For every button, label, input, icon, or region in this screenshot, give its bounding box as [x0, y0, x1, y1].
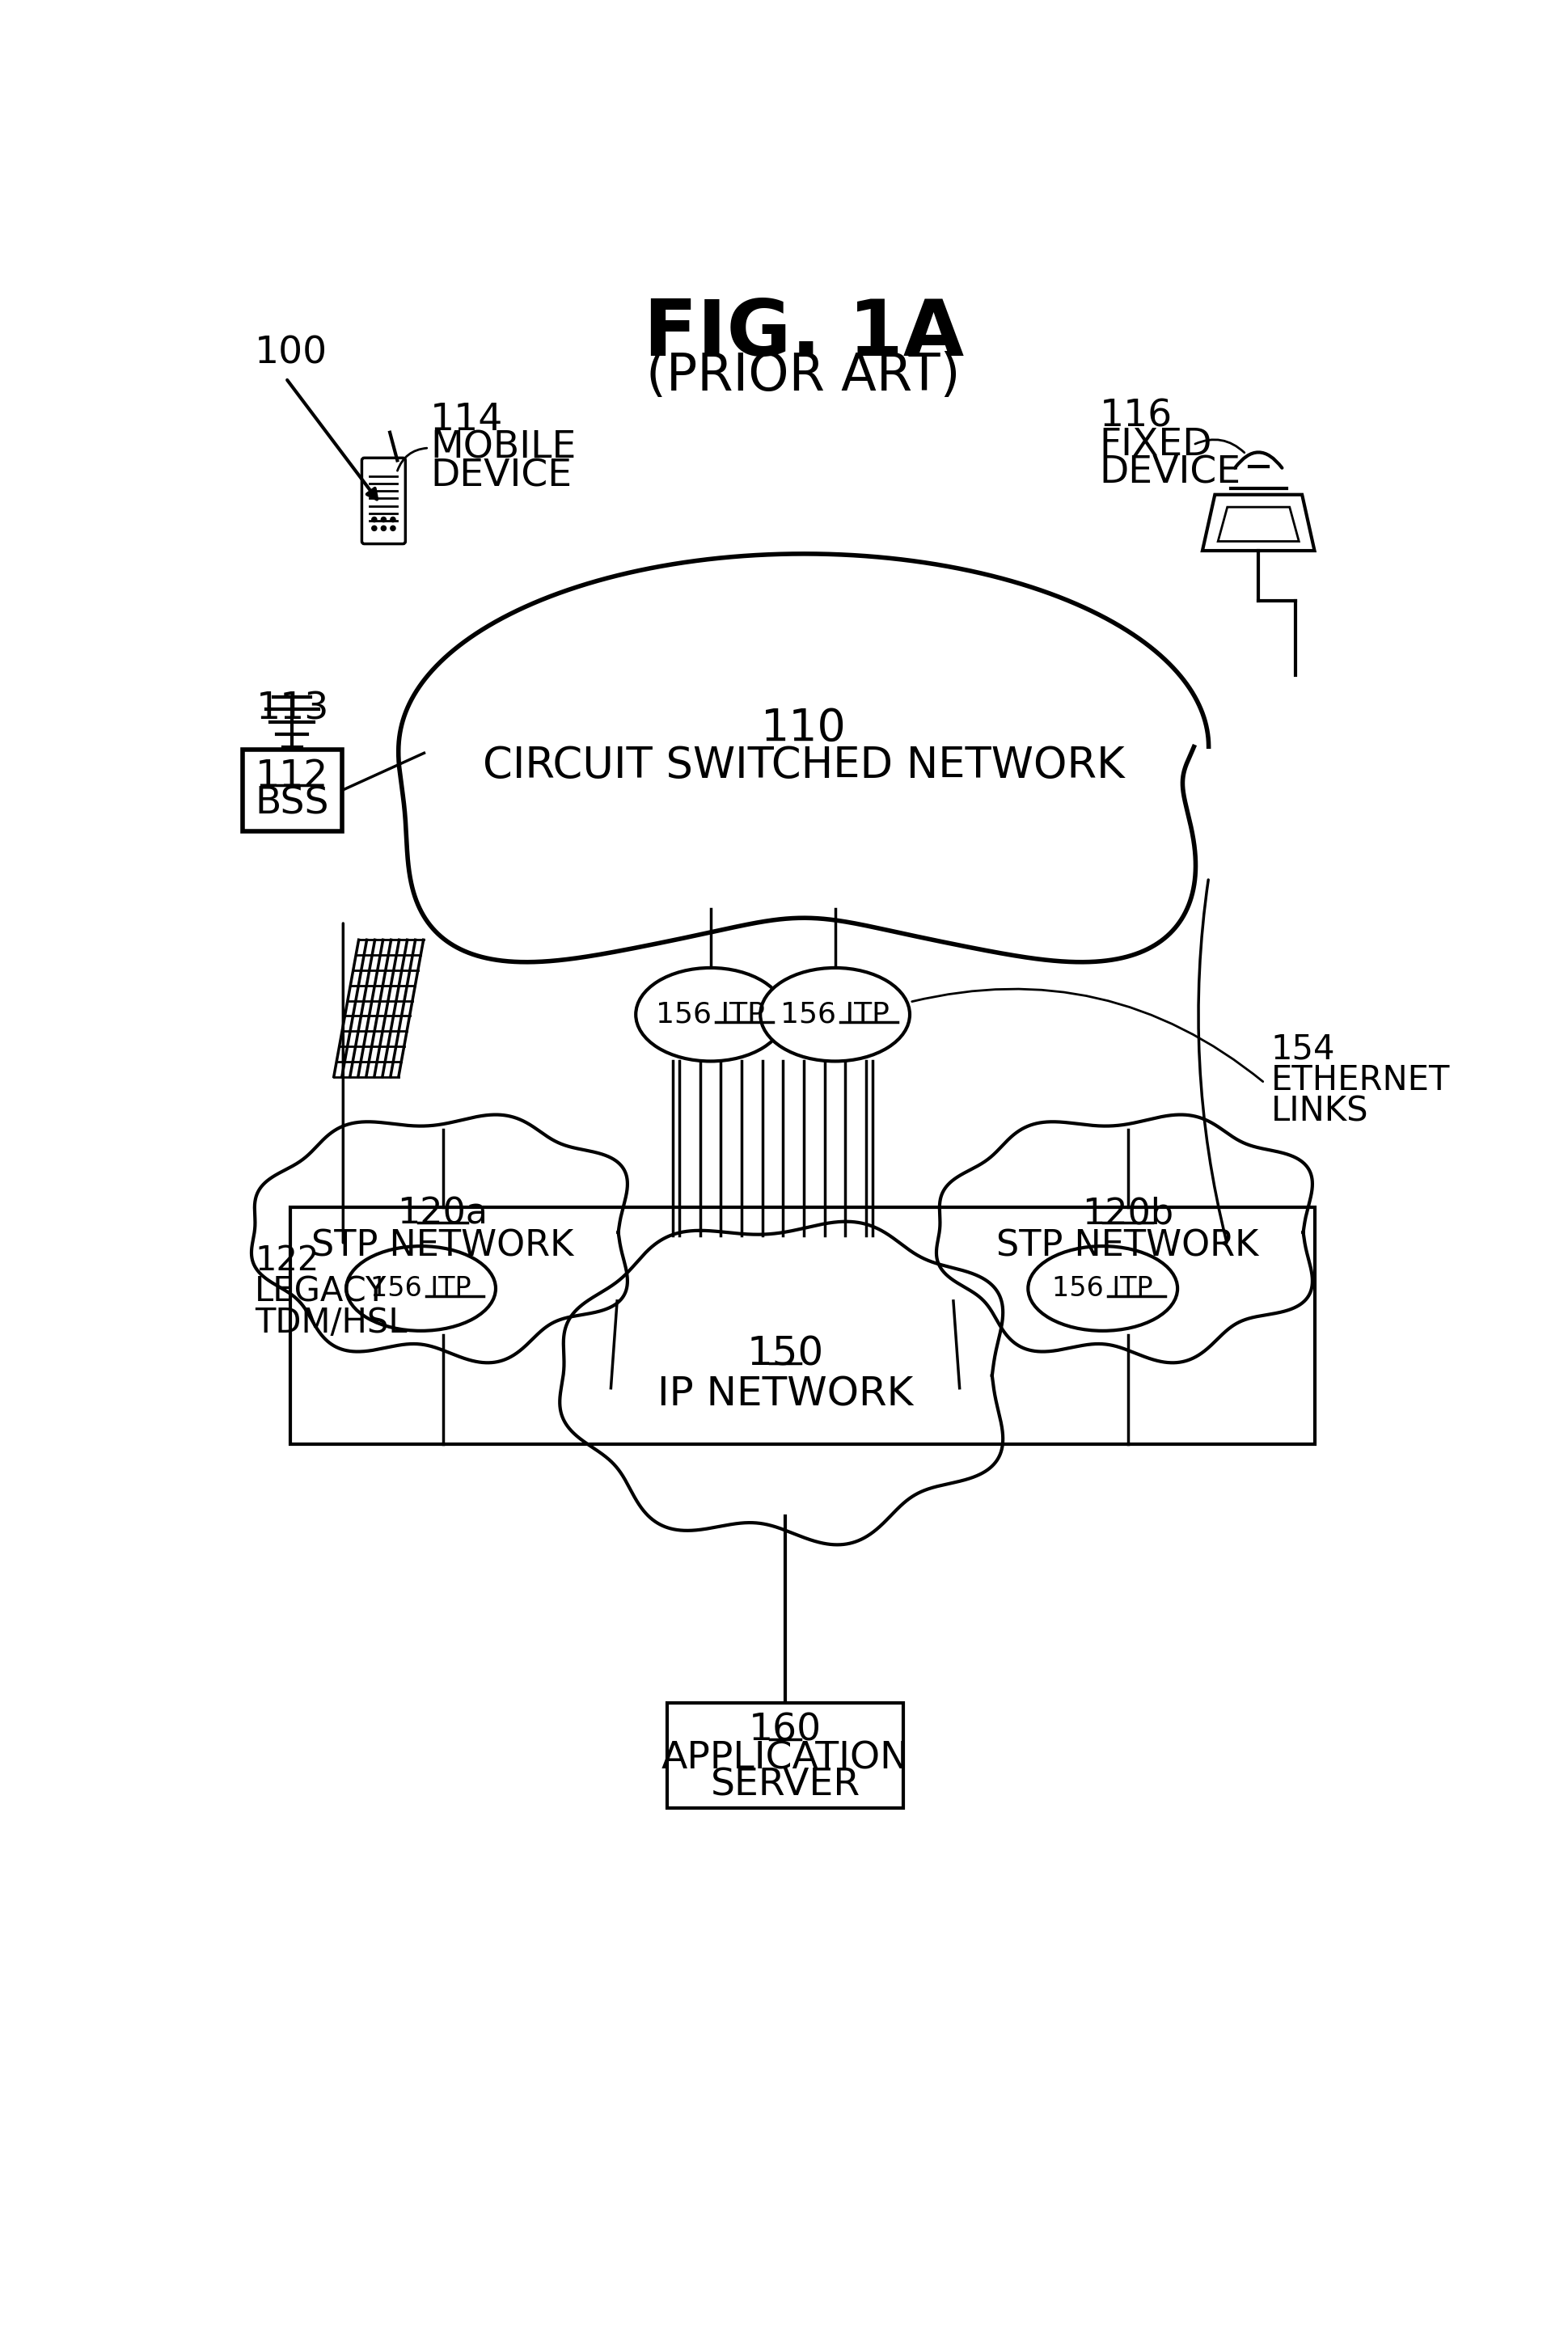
Circle shape: [390, 525, 395, 532]
Text: 154: 154: [1272, 1031, 1336, 1066]
Text: APPLICATION: APPLICATION: [662, 1740, 909, 1777]
Polygon shape: [251, 1115, 627, 1362]
Text: 150: 150: [746, 1334, 823, 1374]
Text: FIG. 1A: FIG. 1A: [643, 296, 964, 373]
FancyBboxPatch shape: [243, 751, 342, 830]
Text: 156 ITP: 156 ITP: [655, 1000, 765, 1028]
Text: TDM/HSL: TDM/HSL: [254, 1306, 408, 1339]
Ellipse shape: [1029, 1245, 1178, 1332]
FancyBboxPatch shape: [666, 1702, 903, 1807]
Text: LEGACY: LEGACY: [254, 1276, 387, 1308]
Circle shape: [381, 525, 386, 532]
Text: 156 ITP: 156 ITP: [1052, 1276, 1152, 1301]
Text: LINKS: LINKS: [1272, 1094, 1369, 1129]
Text: 100: 100: [254, 336, 328, 371]
Text: DEVICE: DEVICE: [1099, 455, 1242, 492]
Circle shape: [372, 525, 376, 532]
Text: 120b: 120b: [1082, 1196, 1173, 1231]
Polygon shape: [398, 553, 1209, 963]
Polygon shape: [560, 1222, 1004, 1544]
Ellipse shape: [635, 968, 786, 1061]
Text: 116: 116: [1099, 399, 1173, 436]
Ellipse shape: [347, 1245, 495, 1332]
Ellipse shape: [760, 968, 909, 1061]
Text: STP NETWORK: STP NETWORK: [997, 1229, 1259, 1264]
Polygon shape: [936, 1115, 1312, 1362]
Text: 120a: 120a: [397, 1196, 488, 1231]
Text: ETHERNET: ETHERNET: [1272, 1063, 1450, 1096]
Text: SERVER: SERVER: [710, 1768, 861, 1803]
Text: (PRIOR ART): (PRIOR ART): [646, 352, 961, 401]
Text: 113: 113: [256, 690, 329, 728]
Text: 156 ITP: 156 ITP: [781, 1000, 889, 1028]
Circle shape: [372, 518, 376, 522]
Text: BSS: BSS: [256, 786, 329, 823]
Text: CIRCUIT SWITCHED NETWORK: CIRCUIT SWITCHED NETWORK: [483, 744, 1124, 786]
Text: 156 ITP: 156 ITP: [370, 1276, 472, 1301]
Text: IP NETWORK: IP NETWORK: [657, 1376, 913, 1413]
Text: 160: 160: [750, 1712, 822, 1749]
Circle shape: [381, 518, 386, 522]
Text: 110: 110: [760, 707, 847, 751]
Text: FIXED: FIXED: [1099, 427, 1212, 464]
Text: 112: 112: [256, 758, 329, 795]
Text: STP NETWORK: STP NETWORK: [312, 1229, 574, 1264]
Text: 122: 122: [254, 1243, 318, 1278]
Text: DEVICE: DEVICE: [430, 457, 572, 494]
Text: 114: 114: [430, 401, 503, 438]
Circle shape: [390, 518, 395, 522]
FancyBboxPatch shape: [362, 457, 406, 543]
Polygon shape: [1203, 494, 1314, 550]
Text: MOBILE: MOBILE: [430, 429, 575, 466]
